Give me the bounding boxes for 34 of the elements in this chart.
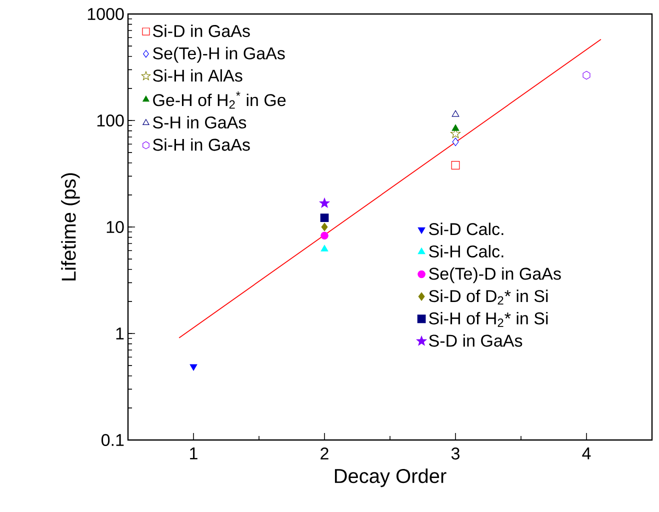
legend-label: S-H in GaAs <box>153 116 246 128</box>
point <box>190 364 198 371</box>
x-tick-label: 4 <box>582 448 591 460</box>
point <box>582 70 590 80</box>
legend-label: Se(Te)-D in GaAs <box>429 267 561 284</box>
point <box>452 138 459 146</box>
point <box>320 232 328 240</box>
x-tick-label: 1 <box>190 448 198 460</box>
y-tick-label: 1 <box>116 328 124 340</box>
y-tick-label: 1000 <box>88 8 124 20</box>
point <box>452 110 460 117</box>
x-tick-label: 2 <box>320 448 328 460</box>
legend-label: S-D in GaAs <box>429 334 522 347</box>
legend-label: Si-D Calc. <box>429 222 504 236</box>
y-tick-label: 100 <box>97 114 124 127</box>
legend-label: Si-D in GaAs <box>153 24 250 38</box>
y-axis-title: Lifetime (ps) <box>61 173 80 280</box>
legend-label: Si-D of D$_{2}$* in Si <box>429 290 548 305</box>
y-tick-label: 10 <box>106 220 124 234</box>
legend-label: Si-H in AlAs <box>153 69 242 82</box>
y-tick-label: 0.1 <box>101 434 124 446</box>
legend-label: Ge-H of H$_{2}$$^{*}$ in Ge <box>153 92 286 109</box>
legend-label: Si-H of H$_{2}$* in Si <box>429 312 548 327</box>
x-tick-label: 3 <box>451 448 460 460</box>
point <box>451 161 460 170</box>
point <box>321 222 328 232</box>
point <box>319 198 330 208</box>
point <box>320 244 328 252</box>
x-axis-title: Decay Order <box>334 468 446 488</box>
legend-label: Si-H in GaAs <box>153 138 250 151</box>
legend-label: Si-H Calc. <box>429 245 504 258</box>
point <box>452 124 460 131</box>
legend-label: Se(Te)-H in GaAs <box>153 46 285 63</box>
point <box>320 214 329 222</box>
